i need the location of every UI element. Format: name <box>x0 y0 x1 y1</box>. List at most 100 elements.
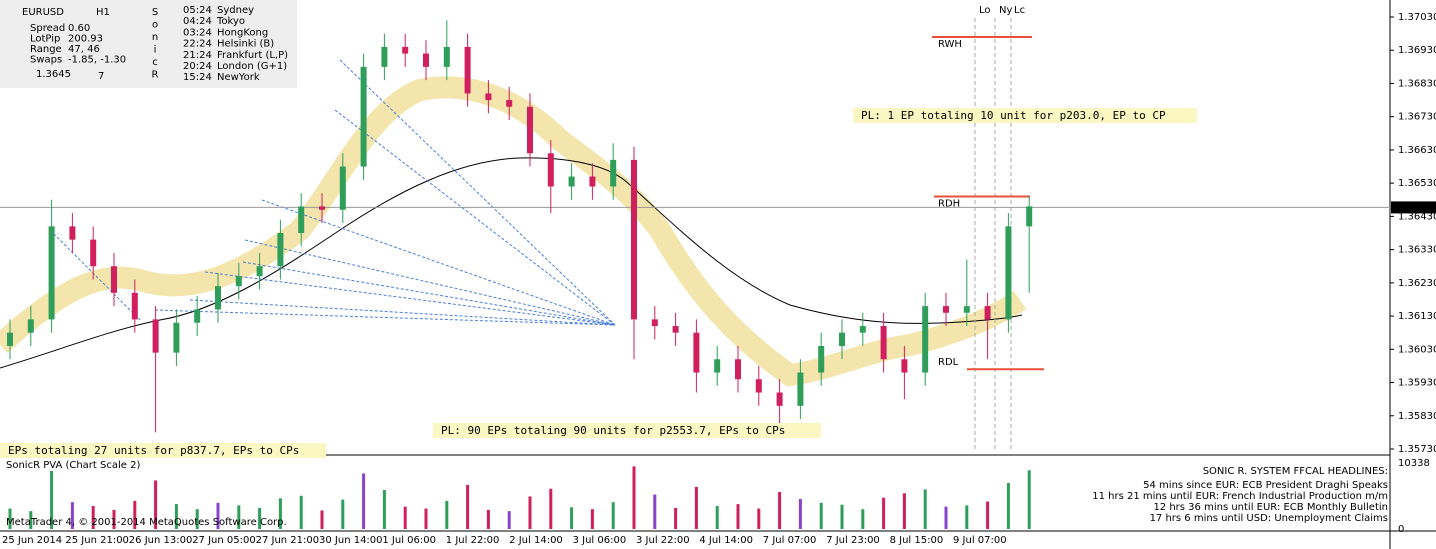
candle-body <box>735 359 741 380</box>
candle-body <box>277 233 284 267</box>
candle-body <box>963 306 970 313</box>
current-price-box <box>1391 201 1436 214</box>
candle-body <box>901 359 908 373</box>
volume-bar <box>486 509 490 529</box>
volume-bar <box>549 488 553 529</box>
candle-body <box>402 46 409 54</box>
candle-body <box>319 206 325 210</box>
brand-letter: c <box>152 57 158 68</box>
volume-bar <box>29 511 33 529</box>
volume-bar <box>466 484 470 529</box>
session-time: 05:24 <box>183 5 212 16</box>
candle-body <box>194 309 201 323</box>
volume-bar <box>674 507 678 529</box>
stat-value: 47, 46 <box>68 44 100 55</box>
candle-body <box>298 206 305 233</box>
volume-bar <box>258 507 262 529</box>
volume-axis-label: 0 <box>1398 524 1404 535</box>
time-label: 2 Jul 14:00 <box>509 535 563 546</box>
volume-bar <box>445 500 449 529</box>
volume-bar <box>237 505 241 529</box>
price-tick-label: 1.36730 <box>1398 112 1436 123</box>
price-tick-label: 1.36930 <box>1398 45 1436 56</box>
candle-body <box>839 332 845 346</box>
volume-bar <box>757 508 761 529</box>
volume-bar <box>299 495 303 529</box>
price-tick-label: 1.36830 <box>1398 78 1436 89</box>
current-price-label: 1.36457 <box>1397 202 1436 213</box>
candle-body <box>776 392 783 406</box>
band-indicator <box>0 76 1027 387</box>
session-city: HongKong <box>217 27 268 38</box>
candle-body <box>256 266 263 277</box>
session-city: Tokyo <box>216 16 245 27</box>
volume-bar <box>715 506 719 529</box>
brand-letter: i <box>154 45 157 56</box>
volume-bar <box>944 506 948 529</box>
price-tick-label: 1.36530 <box>1398 178 1436 189</box>
volume-bar <box>923 489 927 529</box>
candle-body <box>714 359 721 373</box>
candle-body <box>464 46 471 94</box>
headline: 17 hrs 6 mins until USD: Unemployment Cl… <box>1150 513 1388 524</box>
candle-body <box>506 100 513 107</box>
candle-body <box>610 159 617 187</box>
time-label: 3 Jul 06:00 <box>573 535 627 546</box>
volume-bar <box>174 504 178 529</box>
time-label: 27 Jun 21:00 <box>256 535 320 546</box>
time-label: 7 Jul 23:00 <box>826 535 880 546</box>
price-tick-label: 1.36230 <box>1398 278 1436 289</box>
stat-label: Swaps <box>30 55 62 66</box>
headline: 54 mins since EUR: ECB President Draghi … <box>1143 480 1388 491</box>
annotation-bg <box>853 108 1197 123</box>
stat-label: LotPip <box>30 34 60 45</box>
volume-bar <box>965 505 969 529</box>
level-label: RDH <box>938 198 960 209</box>
session-marker: Lo <box>979 5 991 16</box>
candle-body <box>423 53 429 67</box>
candle-body <box>339 166 346 210</box>
stat-label: Range <box>30 44 62 55</box>
session-city: Frankfurt (L,P) <box>217 50 288 61</box>
candle-body <box>651 319 658 327</box>
candle-body <box>818 345 825 373</box>
candle-body <box>672 326 679 333</box>
time-label: 9 Jul 07:00 <box>953 535 1007 546</box>
volume-bar <box>611 502 615 529</box>
brand-letter: o <box>152 20 158 31</box>
volume-bar <box>570 507 574 529</box>
time-label: 26 Jun 13:00 <box>129 535 193 546</box>
candle-body <box>943 306 949 313</box>
volume-bar <box>50 470 54 529</box>
price-tick-label: 1.35930 <box>1398 378 1436 389</box>
price-tick-label: 1.35830 <box>1398 411 1436 422</box>
stat-value: 0.60 <box>68 23 90 34</box>
volume-bar <box>1006 483 1010 529</box>
candle-body <box>485 93 492 101</box>
candle-body <box>568 176 575 187</box>
volume-bar <box>861 509 865 529</box>
price-big: 1.3645 <box>36 69 71 80</box>
candle-body <box>880 326 887 360</box>
session-lines <box>974 18 1012 450</box>
brand-letter: R <box>152 70 159 81</box>
headline: 11 hrs 21 mins until EUR: French Industr… <box>1092 491 1388 502</box>
headline: 12 hrs 36 mins until EUR: ECB Monthly Bu… <box>1153 502 1388 513</box>
candle-body <box>48 226 55 320</box>
volume-bar <box>632 466 636 529</box>
volume-bar <box>1027 470 1031 529</box>
headline-title: SONIC R. SYSTEM FFCAL HEADLINES: <box>1203 466 1388 477</box>
candle-body <box>922 306 929 373</box>
volume-bar <box>91 506 95 529</box>
candle-body <box>90 239 97 267</box>
volume-bar <box>694 486 698 529</box>
candle-body <box>797 372 804 406</box>
volume-bar <box>507 511 511 529</box>
session-city: London (G+1) <box>217 61 287 72</box>
annotation: PL: 90 EPs totaling 90 units for p2553.7… <box>441 424 785 437</box>
session-time: 22:24 <box>183 39 212 50</box>
volume-bar <box>8 508 12 529</box>
candle-body <box>527 106 533 154</box>
volume-bar <box>216 502 220 529</box>
